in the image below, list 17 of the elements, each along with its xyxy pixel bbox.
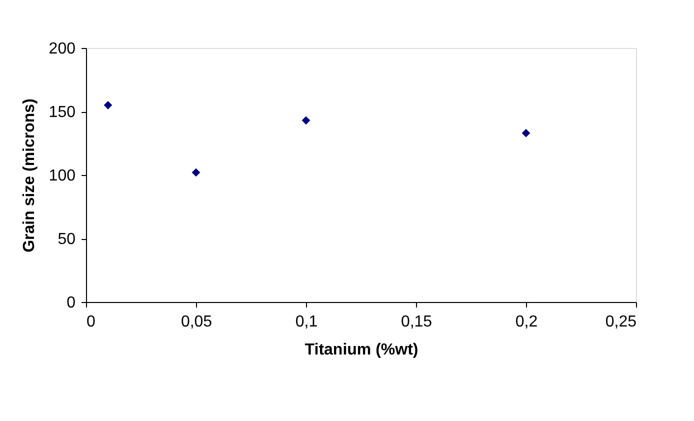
x-tick-label: 0,05 (180, 314, 212, 330)
x-tick-label: 0,1 (295, 314, 318, 330)
y-axis-title: Grain size (microns) (20, 98, 38, 252)
y-tick-label: 150 (48, 104, 76, 121)
y-tick-label: 0 (66, 294, 76, 312)
point (104, 100, 112, 110)
x-tick-label: 0,25 (605, 314, 637, 330)
y-tick-label: 100 (48, 168, 76, 184)
x-axis-title: Titanium (%wt) (304, 342, 418, 358)
x-tick-label: 0 (86, 314, 96, 330)
point (522, 128, 530, 138)
y-tick-label: 50 (58, 231, 76, 248)
point (192, 168, 200, 177)
y-tick-label: 200 (48, 40, 76, 58)
point (302, 116, 310, 125)
x-tick-label: 0,15 (400, 314, 432, 330)
x-tick-label: 0,2 (515, 314, 538, 330)
